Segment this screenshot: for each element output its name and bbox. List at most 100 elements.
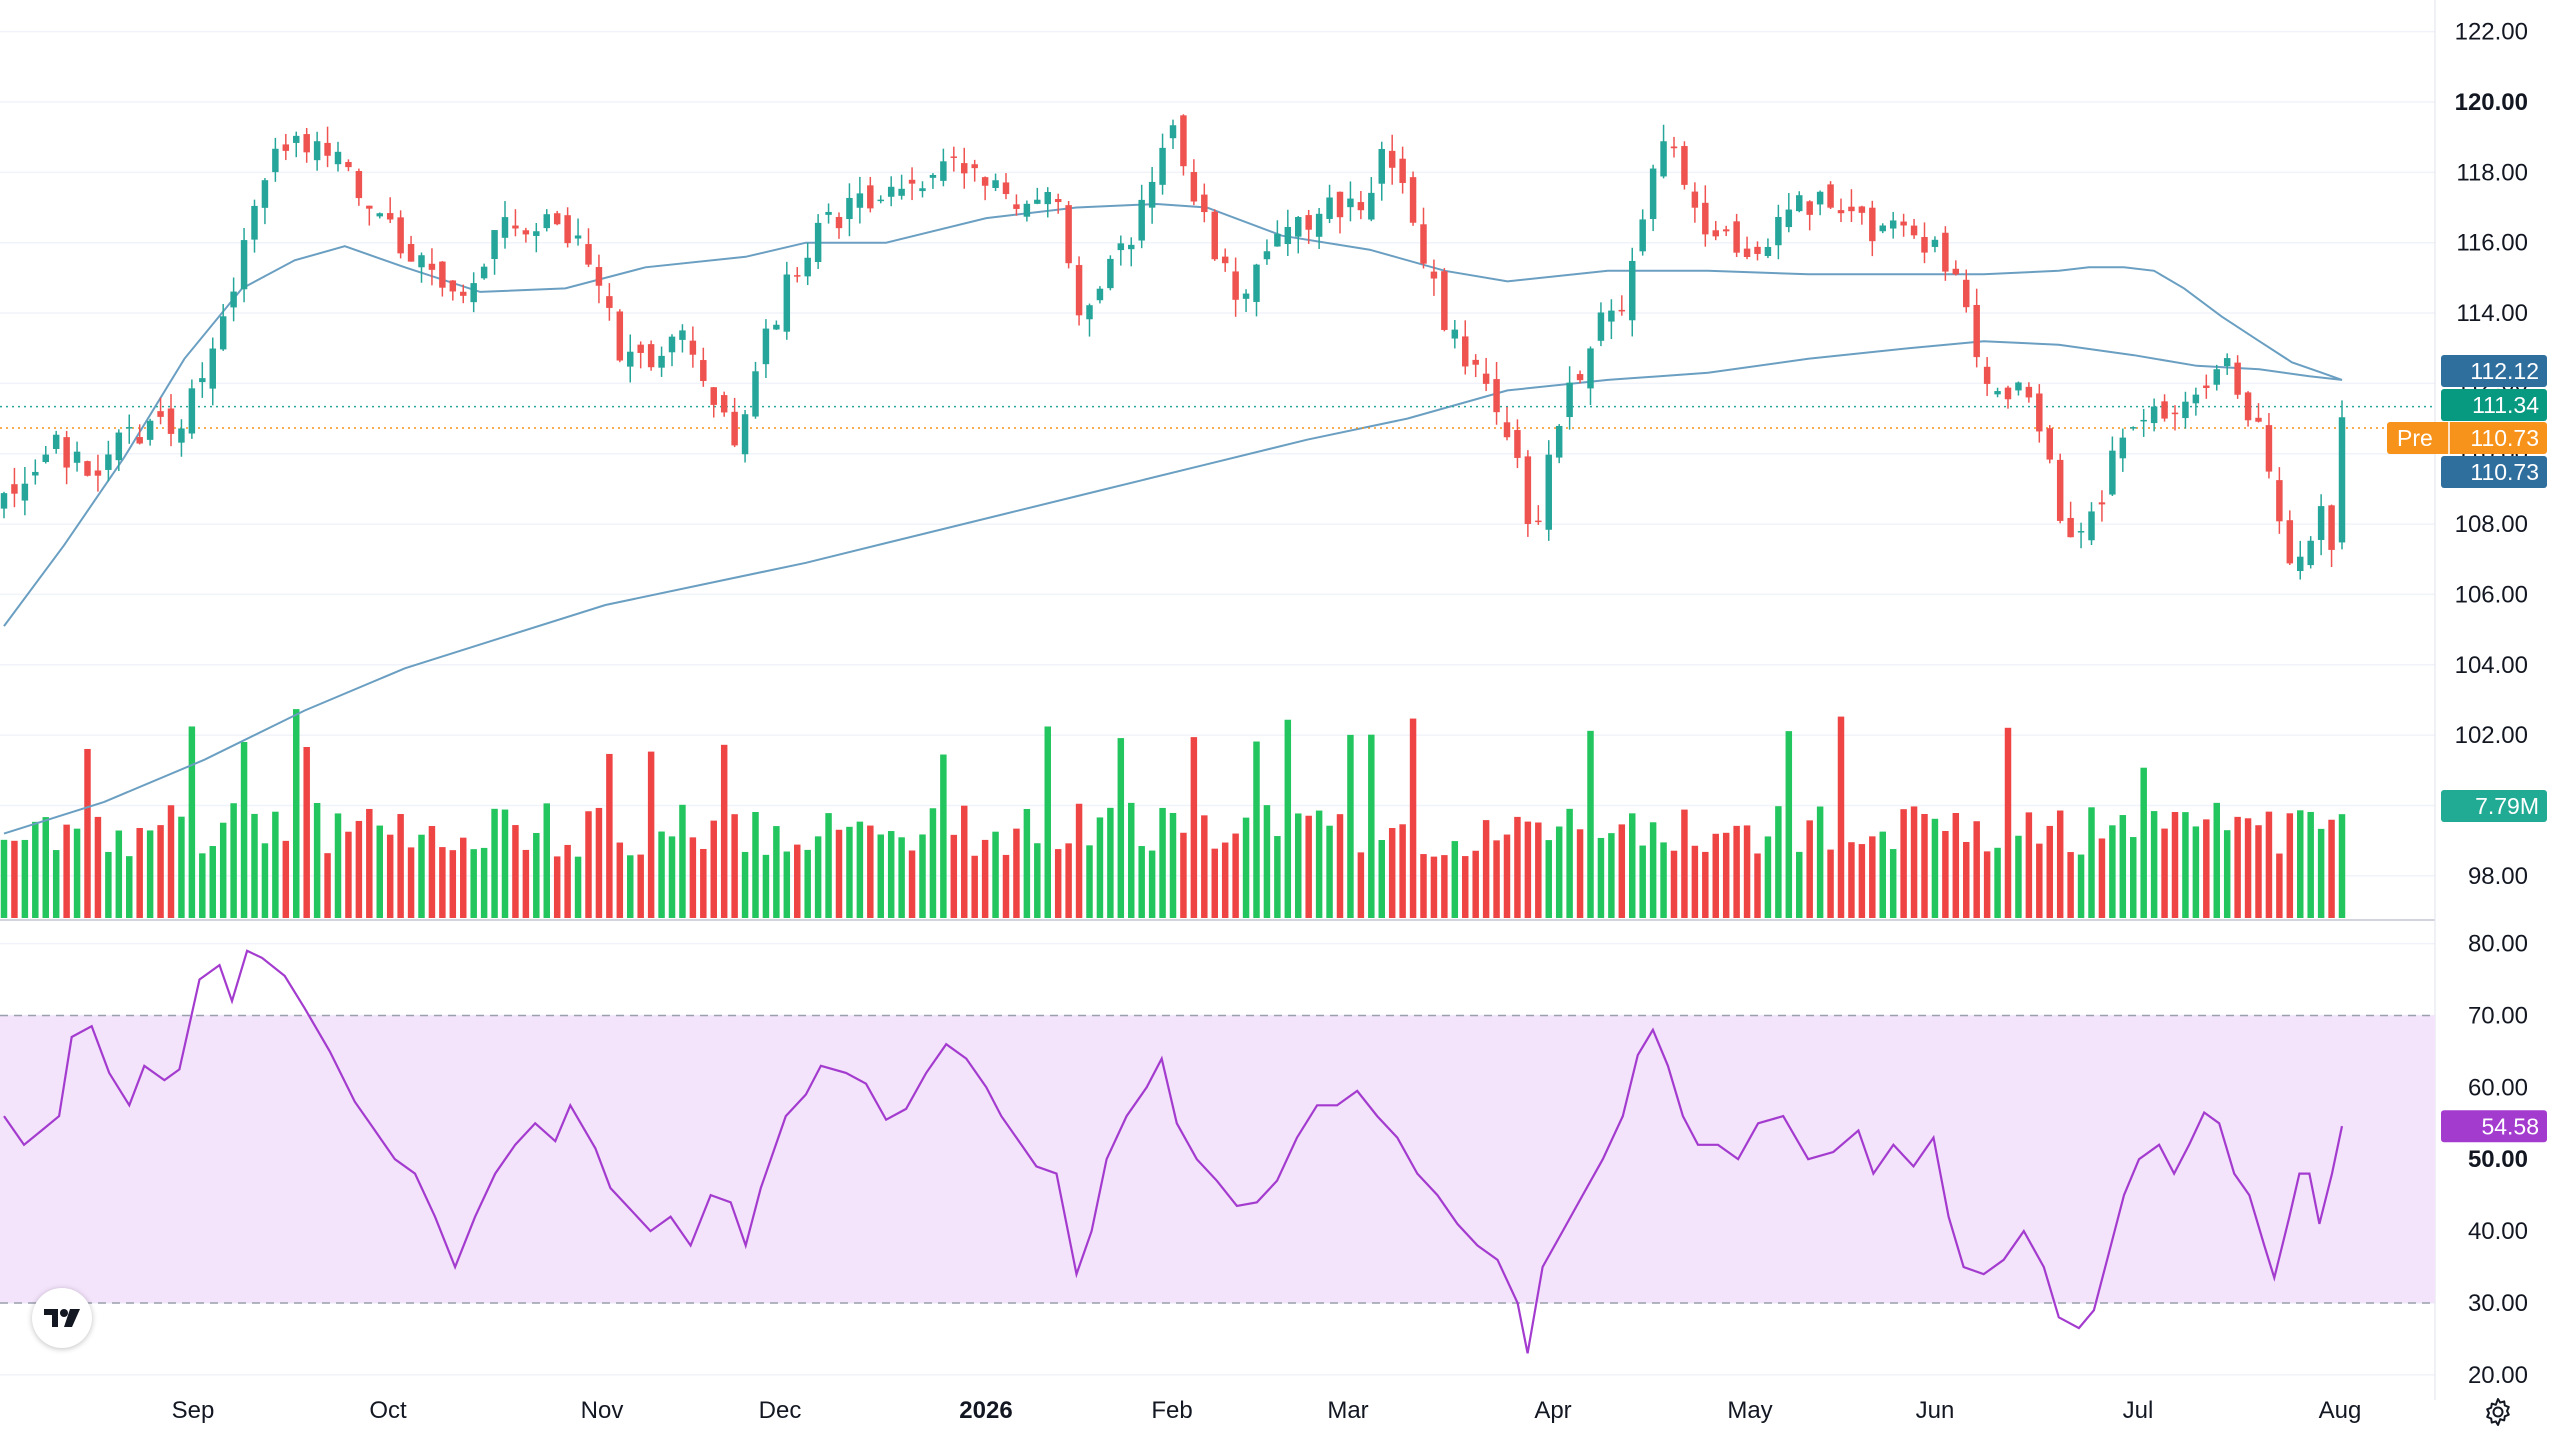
volume-bar (2203, 819, 2210, 918)
volume-bar (1347, 734, 1354, 918)
candle-body (2036, 393, 2043, 432)
candle-body (981, 177, 989, 186)
volume-bar (167, 805, 175, 918)
volume-bar (1180, 832, 1187, 918)
volume-bar (334, 813, 342, 918)
volume-bar (762, 854, 770, 918)
candle-body (856, 193, 864, 208)
volume-bar (1284, 719, 1292, 918)
candle-body (397, 217, 404, 254)
candle-body (1535, 520, 1542, 523)
volume-bar (1295, 813, 1302, 918)
candle-body (2223, 358, 2231, 367)
volume-bar (606, 753, 613, 918)
candle-body (1075, 265, 1083, 316)
candle-body (188, 388, 196, 434)
volume-bar (1054, 849, 1062, 918)
candle-body (1034, 199, 1041, 204)
candle-body (2255, 417, 2262, 422)
price-badge-value: 111.34 (2472, 392, 2539, 418)
chart-settings-button[interactable] (2478, 1392, 2518, 1432)
volume-bar (647, 751, 655, 918)
candle-body (658, 355, 665, 368)
volume-bar (2213, 802, 2220, 918)
volume-bar (689, 837, 697, 918)
volume-bar (731, 814, 738, 918)
candle-body (1952, 268, 1960, 275)
candle-body (105, 454, 112, 470)
volume-bar (1242, 817, 1250, 918)
volume-bar (1420, 854, 1427, 918)
volume-bar (1796, 851, 1803, 918)
candle-body (585, 244, 592, 265)
candle-body (1816, 191, 1824, 205)
volume-bar (1597, 837, 1605, 918)
candle-body (0, 493, 8, 509)
price-badge (2441, 389, 2547, 421)
candle-body (2130, 427, 2137, 429)
candle-body (178, 428, 185, 443)
candle-body (1128, 244, 1135, 250)
candle-body (1691, 191, 1699, 208)
volume-bar (856, 821, 864, 918)
candle-body (418, 255, 425, 268)
candle-body (428, 263, 436, 270)
candle-body (219, 316, 227, 350)
volume-bar (2307, 811, 2314, 918)
candle-body (762, 328, 770, 365)
candle-body (2338, 417, 2346, 543)
candle-body (2088, 511, 2095, 541)
volume-bar (1044, 726, 1051, 918)
volume-bar (1472, 850, 1479, 918)
volume-bar (209, 846, 216, 918)
volume-bar (741, 851, 749, 918)
volume-bar (574, 856, 582, 918)
volume-bar (1065, 843, 1072, 918)
volume-bar (1879, 831, 1886, 918)
candle-body (157, 411, 164, 417)
candle-body (1399, 158, 1406, 183)
candle-body (1545, 454, 1552, 530)
volume-bar (877, 834, 884, 918)
price-badge-value: 7.79M (2475, 793, 2539, 819)
candle-body (2161, 401, 2168, 419)
volume-bar (303, 747, 310, 918)
volume-bar (720, 744, 728, 918)
candle-body (1754, 246, 1761, 254)
rsi-axis[interactable]: 80.00 70.00 60.00 50.00 40.00 30.00 20.00 (2468, 931, 2528, 1389)
tradingview-logo[interactable] (32, 1288, 92, 1348)
price-axis[interactable]: 122.00120.00118.00116.00114.00112.00110.… (2455, 19, 2528, 890)
candle-body (334, 151, 342, 165)
candle-body (42, 454, 49, 463)
volume-bar (1023, 808, 1031, 918)
candle-body (313, 141, 321, 161)
candle-body (1608, 310, 1615, 322)
time-axis[interactable]: Sep Oct Nov Dec 2026 Feb Mar Apr May Jun Jul Aug (172, 1397, 2362, 1424)
candle-body (564, 215, 571, 244)
candle-body (1983, 366, 1991, 384)
candle-body (1388, 150, 1396, 168)
candle-body (1044, 191, 1051, 205)
candle-body (1441, 271, 1448, 330)
candle-body (21, 483, 29, 501)
candle-body (126, 427, 133, 429)
candle-body (804, 257, 811, 277)
time-tick-label: Jun (1916, 1397, 1955, 1424)
pre-market-label: Pre (2397, 425, 2433, 451)
candle-body (439, 261, 446, 288)
candle-body (2150, 406, 2158, 424)
volume-bar (126, 856, 133, 918)
volume-bar (2150, 811, 2158, 918)
volume-bar (752, 811, 759, 918)
time-tick-label: Nov (581, 1397, 624, 1424)
volume-bar (1816, 806, 1824, 918)
volume-bar (1159, 807, 1166, 918)
volume-bar (0, 839, 8, 918)
candle-body (1096, 288, 1104, 301)
volume-bar (1315, 810, 1323, 918)
volume-bar (2297, 810, 2304, 918)
volume-bar (2056, 810, 2064, 918)
volume-bar (1942, 830, 1949, 918)
candle-body (1347, 198, 1354, 208)
